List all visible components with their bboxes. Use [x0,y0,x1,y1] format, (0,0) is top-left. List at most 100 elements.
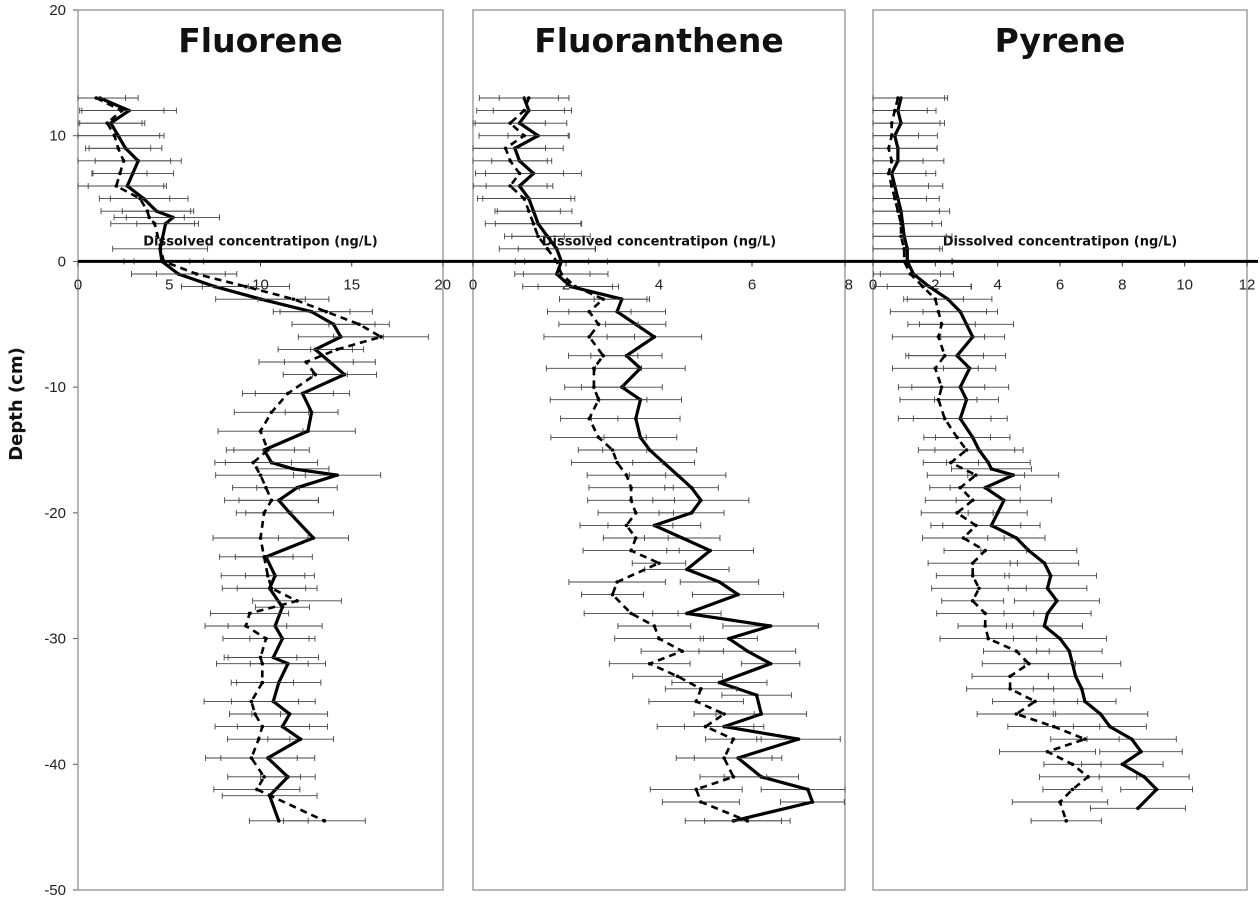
data-point-dashed [260,724,265,729]
data-point-solid [1073,674,1078,679]
x-tick-label: 20 [434,276,451,293]
data-point-dashed [933,297,938,301]
data-point-solid [1014,536,1019,540]
data-point-dashed [545,247,550,251]
data-point-dashed [680,649,685,653]
data-point-dashed [592,385,596,389]
y-tick-label: -50 [44,882,66,899]
data-point-dashed [657,561,661,565]
data-point-dashed [587,416,592,421]
x-tick-label: 12 [1239,276,1256,293]
data-point-dashed [977,586,981,591]
data-point-dashed [970,599,975,603]
data-point-dashed [896,209,900,213]
data-point-solid [806,787,810,792]
data-point-dashed [527,209,531,213]
series-line-solid [513,97,815,823]
data-point-dashed [1014,712,1019,716]
data-point-dashed [596,397,601,402]
data-point-dashed [262,555,266,559]
data-point-solid [1120,762,1125,767]
x-tick-label: 5 [165,276,173,293]
data-point-dashed [936,309,941,314]
data-point-dashed [118,171,122,176]
data-point-dashed [699,687,703,691]
x-axis-label: Dissolved concentratipon (ng/L) [943,234,1177,249]
data-point-dashed [657,636,661,641]
data-point-dashed [114,184,119,188]
data-point-solid [1045,586,1050,591]
data-point-dashed [596,435,601,440]
data-point-dashed [970,498,975,503]
data-point-solid [1027,548,1031,553]
data-point-solid [291,467,296,471]
data-point-dashed [983,548,987,553]
data-point-dashed [244,624,248,628]
y-axis-label: Depth (cm) [6,347,27,461]
panel-title: Fluoranthene [534,21,784,60]
data-point-dashed [629,498,633,503]
x-tick-label: 4 [993,276,1001,293]
data-point-solid [699,498,703,503]
data-point-dashed [703,724,708,729]
data-point-dashed [886,171,891,176]
series-line-dashed [95,96,383,823]
data-point-dashed [1008,687,1012,691]
data-point-dashed [1086,775,1090,779]
data-point-dashed [908,272,913,276]
data-point-solid [1067,649,1072,653]
data-point-dashed [304,360,308,364]
data-point-dashed [694,787,698,792]
data-point-solid [726,636,731,641]
data-point-solid [1058,636,1062,641]
data-point-dashed [262,511,266,515]
data-point-dashed [964,448,969,452]
data-point-dashed [244,284,248,289]
x-tick-label: 6 [1056,276,1064,293]
data-point-dashed [255,787,259,792]
panel-fluorene: Fluorene 0 5 10 15 20 Dissolved concentratipon… [74,9,451,891]
data-point-solid [708,548,712,553]
data-point-dashed [893,108,897,113]
y-tick-label: -40 [44,756,66,773]
y-tick-label: 0 [58,253,66,270]
data-point-dashed [116,146,120,151]
data-point-dashed [699,800,703,804]
data-point-dashed [936,397,941,402]
data-point-dashed [936,335,941,339]
data-point-solid [306,429,310,433]
data-point-dashed [527,96,531,100]
data-point-dashed [633,536,638,540]
y-tick-label: 20 [49,2,66,19]
data-point-dashed [522,133,526,138]
data-point-dashed [522,108,526,113]
data-point-dashed [596,322,601,327]
data-point-solid [768,624,773,628]
data-point-dashed [587,309,592,314]
data-point-solid [689,485,694,490]
data-point-dashed [258,429,263,433]
data-point-solid [736,592,740,597]
data-point-solid [647,448,652,452]
data-point-solid [1080,687,1084,691]
data-point-dashed [152,221,157,226]
data-point-dashed [983,611,987,616]
series-line-solid [99,96,346,822]
data-point-dashed [145,209,150,213]
data-point-dashed [379,335,383,339]
x-tick-label: 15 [343,276,360,293]
data-point-dashed [722,756,726,760]
data-point-solid [685,611,689,616]
data-point-solid [995,511,1000,515]
panel-frame [472,9,846,891]
data-point-dashed [121,159,126,163]
data-point-solid [745,649,750,653]
data-point-solid [311,536,316,540]
data-point-dashed [889,184,894,188]
data-point-solid [1108,724,1112,729]
data-point-dashed [559,272,564,276]
x-tick-label: 0 [74,276,82,293]
data-point-solid [685,567,689,572]
data-point-dashed [899,221,903,226]
data-point-dashed [138,196,142,201]
